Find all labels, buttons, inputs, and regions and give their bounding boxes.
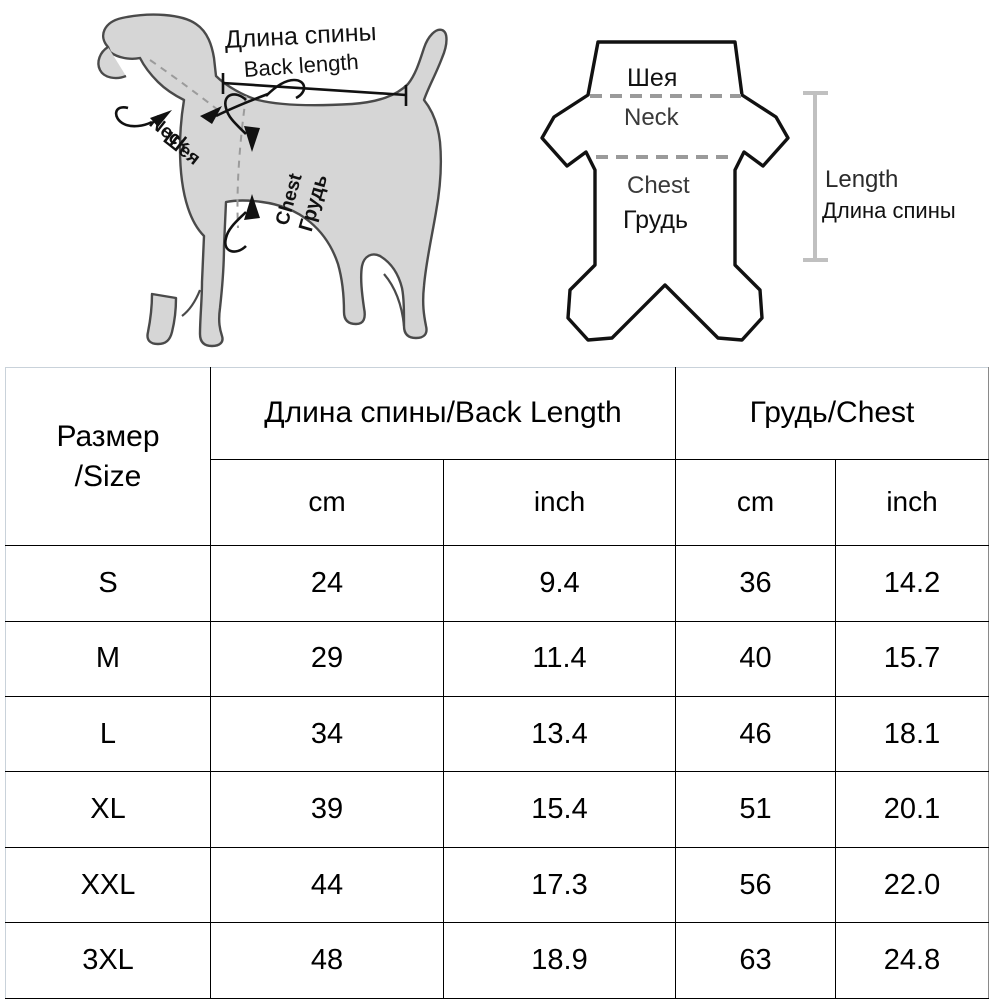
cell-back-cm: 29 <box>210 620 444 697</box>
cell-back-cm: 44 <box>210 846 444 924</box>
size-table: Размер /Size Длина спины/Back Length Гру… <box>5 366 990 999</box>
cell-back-cm: 48 <box>210 922 444 999</box>
table-row: S 24 9.4 36 14.2 <box>5 545 990 622</box>
measurement-diagram: Длина спины Back length Neck Шея Chest Г… <box>0 0 1000 365</box>
header-size: Размер /Size <box>5 366 211 547</box>
cell-back-cm: 24 <box>210 545 444 622</box>
header-chest: Грудь/Chest <box>675 367 990 460</box>
cell-chest-inch: 15.7 <box>835 620 990 697</box>
cell-back-inch: 13.4 <box>442 695 677 773</box>
back-length-measure-bar <box>221 73 408 106</box>
header-back-length: Длина спины/Back Length <box>209 367 677 460</box>
cell-chest-cm: 46 <box>675 695 837 773</box>
cell-back-inch: 15.4 <box>442 771 677 848</box>
header-back-inch: inch <box>442 458 677 547</box>
table-row: XXL 44 17.3 56 22.0 <box>5 846 990 924</box>
cell-chest-inch: 20.1 <box>835 771 990 848</box>
dog-silhouette-icon <box>97 13 448 348</box>
table-header-row-1: Размер /Size Длина спины/Back Length Гру… <box>5 366 990 547</box>
cell-chest-cm: 63 <box>675 922 837 999</box>
table-row: L 34 13.4 46 18.1 <box>5 695 990 773</box>
table-row: M 29 11.4 40 15.7 <box>5 620 990 697</box>
cell-chest-inch: 22.0 <box>835 846 990 924</box>
table-row: XL 39 15.4 51 20.1 <box>5 771 990 848</box>
header-chest-inch: inch <box>835 458 990 547</box>
header-back-cm: cm <box>210 458 444 547</box>
cell-chest-cm: 36 <box>675 545 837 622</box>
neck-measure-arrow-icon <box>114 78 306 128</box>
garment-chest-label-ru: Грудь <box>623 206 689 234</box>
cell-back-inch: 17.3 <box>442 846 677 924</box>
diagram-svg <box>97 13 828 348</box>
garment-chest-label-en: Chest <box>627 172 690 199</box>
cell-chest-cm: 51 <box>675 771 837 848</box>
table-header-row-2: cm inch cm inch <box>6 458 990 547</box>
cell-back-inch: 18.9 <box>442 922 677 999</box>
cell-chest-inch: 14.2 <box>835 545 990 622</box>
garment-outline-icon <box>540 40 790 342</box>
cell-size: L <box>5 695 211 773</box>
cell-size: M <box>5 620 211 697</box>
cell-size: S <box>5 545 211 622</box>
table-row: 3XL 48 18.9 63 24.8 <box>5 922 990 999</box>
garment-neck-label-en: Neck <box>624 104 679 131</box>
cell-back-cm: 39 <box>210 771 444 848</box>
length-bracket <box>803 91 828 262</box>
cell-size: 3XL <box>5 922 211 999</box>
cell-back-inch: 9.4 <box>442 545 677 622</box>
dog-neck-guide-dashed <box>149 59 219 111</box>
cell-back-inch: 11.4 <box>442 620 677 697</box>
cell-chest-inch: 24.8 <box>835 922 990 999</box>
cell-back-cm: 34 <box>210 695 444 773</box>
cell-chest-inch: 18.1 <box>835 695 990 773</box>
header-size-line2: /Size <box>74 459 142 493</box>
header-chest-cm: cm <box>675 458 837 547</box>
dog-chest-guide-dashed <box>236 95 247 229</box>
garment-length-label-en: Length <box>825 166 899 193</box>
cell-size: XXL <box>5 846 211 924</box>
cell-size: XL <box>5 771 211 848</box>
chest-measure-arrow-icon <box>224 93 260 253</box>
garment-length-label-ru: Длина спины <box>822 198 956 223</box>
garment-neck-label-ru: Шея <box>627 64 678 92</box>
cell-chest-cm: 40 <box>675 620 837 697</box>
header-size-line1: Размер <box>56 419 160 453</box>
cell-chest-cm: 56 <box>675 846 837 924</box>
